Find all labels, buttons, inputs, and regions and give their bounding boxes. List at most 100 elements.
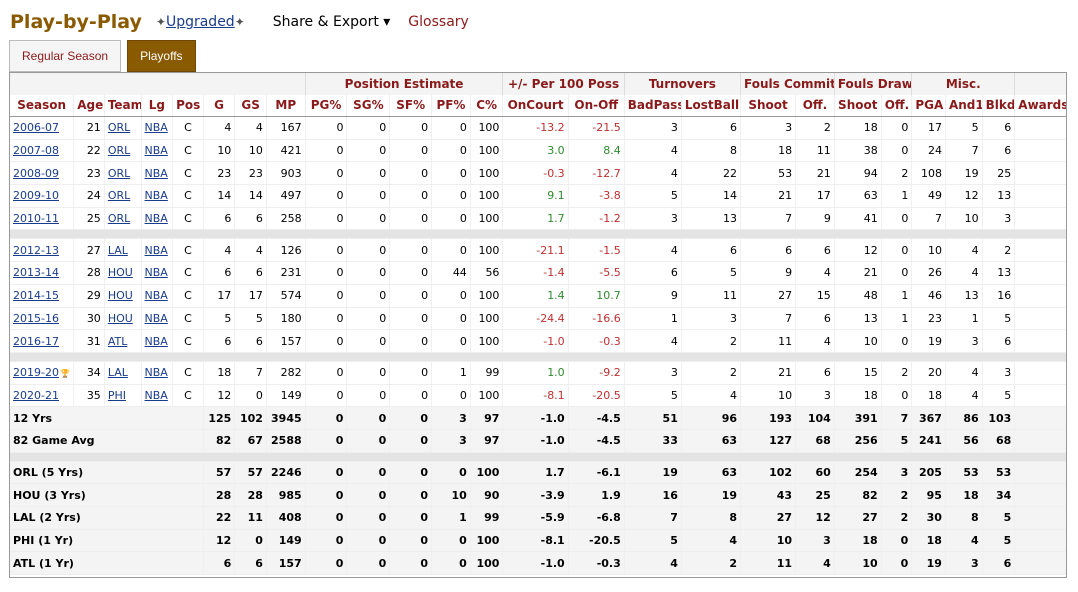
column-header[interactable]: And1 [944,94,983,117]
table-cell: NBA [140,261,173,285]
column-header[interactable]: OnCourt [502,94,569,117]
table-cell: 3 [944,329,983,353]
league-link[interactable]: NBA [144,388,168,402]
league-link[interactable]: NBA [144,289,168,303]
league-link[interactable]: NBA [144,266,168,280]
table-cell: 19 [680,483,741,507]
page-title: Play-by-Play [10,11,142,33]
table-cell: 3 [623,116,682,140]
table-cell: 0 [389,116,432,140]
team-link[interactable]: HOU [107,266,133,280]
column-header[interactable]: G [202,94,235,117]
table-cell: 0 [304,361,347,385]
upgraded-link[interactable]: Upgraded [165,14,235,30]
team-link[interactable]: HOU [107,311,133,325]
table-cell: -4.5 [567,406,625,430]
table-cell [1014,361,1067,385]
season-link[interactable]: 2013-14 [13,266,59,280]
column-header[interactable]: SF% [389,94,432,117]
table-cell: 43 [740,483,796,507]
team-link[interactable]: HOU [107,289,133,303]
table-cell: 13 [833,307,882,331]
column-header[interactable]: Blkd [981,94,1015,117]
team-link[interactable]: LAL [107,366,128,380]
team-link[interactable]: ORL [107,212,131,226]
totals-row: 12 Yrs 125 102 3945 0 0 0 3 97 -1.0 -4.5 51 96 193 104… [9,406,1067,430]
league-link[interactable]: NBA [144,189,168,203]
column-header[interactable]: SG% [346,94,390,117]
column-header[interactable]: MP [265,94,306,117]
table-cell: 5 [880,429,912,453]
league-link[interactable]: NBA [144,334,168,348]
season-link[interactable]: 2007-08 [13,144,59,158]
glossary-link[interactable]: Glossary [408,14,469,30]
season-link[interactable]: 2006-07 [13,121,59,135]
table-cell: 3 [623,207,682,231]
column-header[interactable]: Shoot [833,94,882,117]
table-cell [1014,483,1067,507]
column-header[interactable]: Lg [140,94,173,117]
season-link[interactable]: 2010-11 [13,212,59,226]
column-header[interactable]: C% [469,94,503,117]
table-cell: 0 [389,261,432,285]
column-header[interactable]: GS [234,94,267,117]
column-header[interactable]: Age [73,94,105,117]
season-link[interactable]: 2008-09 [13,166,59,180]
table-cell: 0 [346,361,390,385]
table-cell: 7 [740,307,796,331]
season-link[interactable]: 2009-10 [13,189,59,203]
column-header[interactable]: LostBall [680,94,741,117]
tab-playoffs[interactable]: Playoffs [127,40,196,72]
season-link[interactable]: 2020-21 [13,388,59,402]
league-link[interactable]: NBA [144,144,168,158]
column-header[interactable]: PGA [911,94,946,117]
league-link[interactable]: NBA [144,166,168,180]
column-header[interactable]: Pos [172,94,204,117]
column-header[interactable]: Season [8,94,74,117]
table-cell: 57 [202,461,235,485]
league-link[interactable]: NBA [144,121,168,135]
league-link[interactable]: NBA [144,366,168,380]
column-header[interactable]: Team [103,94,142,117]
table-cell: 63 [680,461,741,485]
table-cell: -1.0 [502,429,569,453]
season-link[interactable]: 2014-15 [13,289,59,303]
team-link[interactable]: ORL [107,121,131,135]
tab-regular-season[interactable]: Regular Season [9,40,122,72]
season-link[interactable]: 2015-16 [13,311,59,325]
table-cell: C [172,184,204,208]
team-link[interactable]: ORL [107,166,131,180]
team-link[interactable]: ATL [107,334,128,348]
table-cell: 0 [389,461,432,485]
table-cell: 41 [833,207,882,231]
column-header[interactable]: BadPass [623,94,682,117]
column-header[interactable]: Shoot [740,94,796,117]
totals-row: ATL (1 Yr) 6 6 157 0 0 0 0 100 -1.0 -0.3 4 2 11 4 10 0 19… [9,551,1067,576]
column-header[interactable]: Off. [795,94,835,117]
share-export-menu[interactable]: Share & Export ▾ [272,14,391,30]
column-header[interactable]: On-Off [567,94,625,117]
table-cell: 0 [346,261,390,285]
table-cell: 2588 [265,429,306,453]
league-link[interactable]: NBA [144,311,168,325]
season-link[interactable]: 2019-20 [13,366,59,380]
team-link[interactable]: PHI [107,388,126,402]
column-header[interactable]: Awards [1014,94,1067,117]
play-by-play-table: Position Estimate +/- Per 100 Poss Turno… [8,72,1067,576]
column-header[interactable]: PF% [431,94,471,117]
team-link[interactable]: LAL [107,243,128,257]
team-link[interactable]: ORL [107,144,131,158]
table-cell: 4 [944,384,983,408]
season-link[interactable]: 2016-17 [13,334,59,348]
table-cell: 33 [623,429,682,453]
column-header[interactable]: Off. [880,94,912,117]
column-header[interactable]: PG% [304,94,347,117]
table-cell: 0 [880,261,912,285]
table-cell: 100 [469,161,503,186]
league-link[interactable]: NBA [144,243,168,257]
table-cell: 13 [981,261,1015,285]
league-link[interactable]: NBA [144,212,168,226]
team-link[interactable]: ORL [107,189,131,203]
season-link[interactable]: 2012-13 [13,243,59,257]
table-cell [1014,238,1067,263]
